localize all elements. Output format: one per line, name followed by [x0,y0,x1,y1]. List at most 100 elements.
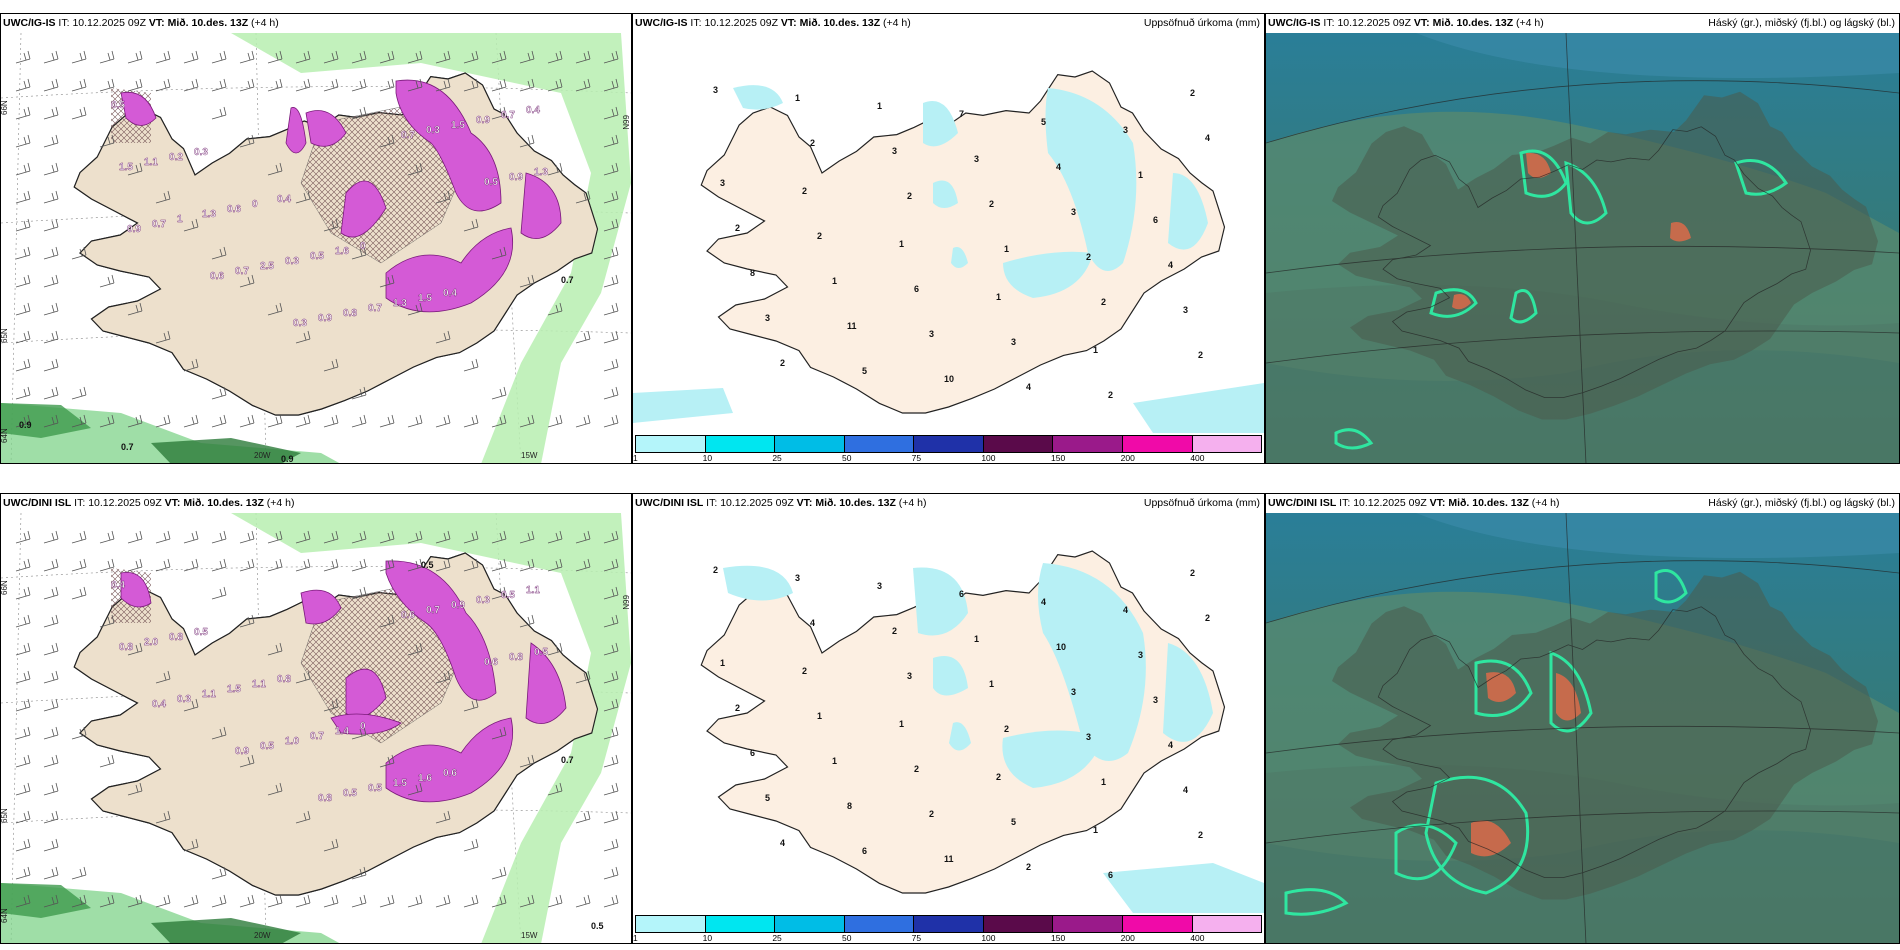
wind-barb [71,414,87,428]
model-name: UWC/IG-IS [3,17,56,29]
wind-barb [155,558,171,572]
valid-time: Mið. 10.des. 13Z [167,17,249,29]
colorbar-tick-label: 10 [702,453,713,463]
precip-value-label: 2 [1101,297,1106,307]
wind-barb [603,78,619,92]
wind-barb [323,414,339,428]
colorbar-tick-label: 100 [981,453,996,463]
snow-area [300,589,342,625]
wind-barb [15,218,31,232]
lead-time: (+4 h) [1516,17,1544,29]
precip-value-label: 1 [877,101,882,111]
wind-barb [519,614,535,628]
wind-barb [127,162,143,176]
snow-value-label: 1.6 [418,773,432,784]
colorbar-segment [705,916,776,932]
wind-barb [491,530,507,544]
precip-value-label: 4 [1041,597,1046,607]
wind-barb [351,866,367,880]
wind-barb [183,414,199,428]
wind-barb [295,894,311,908]
wind-barb [211,50,227,64]
snow-value-label: 0 [360,241,366,252]
colorbar-segment [1053,436,1123,452]
wind-barb [407,642,423,656]
valid-time: Mið. 10.des. 13Z [815,497,896,509]
wind-barb [519,50,535,64]
colorbar-tick-label: 150 [1051,933,1066,943]
wind-barb [211,866,227,880]
wind-barb [43,134,59,148]
colorbar-segment [636,916,706,932]
wind-barb [351,586,367,600]
wind-barb [239,754,255,768]
iceland-outline [1377,606,1811,878]
precip-value-label: 11 [944,854,954,864]
wind-barb [603,726,619,740]
wind-barb [127,50,143,64]
wind-barb [351,894,367,908]
snow-area [525,642,567,725]
precip-area [1163,643,1213,742]
snow-value-label: 0.5 [368,783,382,794]
wind-barb [435,810,451,824]
cloud-map[interactable] [1266,33,1899,464]
wind-barb [323,358,339,372]
high-cloud [1416,33,1899,78]
panel-precip-ig-is: UWC/IG-IS IT: 10.12.2025 09Z VT: Mið. 10… [632,13,1265,464]
cloud-map[interactable] [1266,513,1899,944]
wind-barb [575,558,591,572]
precip-value-label: 1 [974,634,979,644]
wind-barb [323,218,339,232]
snow-area [120,91,157,126]
wind-barb [407,50,423,64]
precip-labels: 2432123213443134566103681143212241125622… [713,565,1210,880]
precip-area [1002,730,1103,788]
snow-value-label: 1.5 [393,778,407,789]
precip-value-label: 1 [989,679,994,689]
graticule-line [1266,330,1899,364]
wind-barb [519,530,535,544]
precip-value-label: 2 [780,358,785,368]
precip-value-label: 3 [1138,650,1143,660]
precip-value-label: 2 [735,223,740,233]
valid-time: Mið. 10.des. 13Z [1448,497,1529,509]
wind-barb [43,530,59,544]
precip-value-label: 4 [1056,162,1061,172]
snow-value-label: 0.9 [451,600,465,611]
precip-map[interactable]: 2432123213443134566103681143212241125622… [633,513,1264,944]
wind-barb [603,246,619,260]
wind-barb [547,894,563,908]
wind-barb [547,78,563,92]
wind-barb [15,134,31,148]
wind-barb [127,558,143,572]
wind-barb [603,810,619,824]
precip-value-label: 2 [1198,350,1203,360]
wind-barb [127,530,143,544]
cloud-contour [1564,160,1608,225]
precip-labels: 3221221322321334357468111051213433263242… [713,85,1210,400]
cloud-contour [1474,659,1533,717]
snow-area [385,717,513,803]
wind-barb [547,162,563,176]
wind-barb [71,726,87,740]
wind-barb [295,50,311,64]
colorbar-tick-label: 200 [1120,453,1135,463]
cloud-contour [1519,149,1568,198]
wind-barb [239,894,255,908]
lead-time: (+4 h) [883,17,911,29]
wind-barb [71,106,87,120]
wind-barb [575,810,591,824]
precip-value-label: 8 [847,801,852,811]
snow-value-label: 0.6 [484,657,498,668]
sea-value-label: 0.5 [421,560,434,570]
precip-map[interactable]: 3221221322321334357468111051213433263242… [633,33,1264,464]
wind-barb [463,78,479,92]
snow-value-label: 0.3 [476,595,490,606]
snow-areas [120,560,567,803]
high-cloud [1416,513,1899,558]
precip-value-label: 4 [1168,740,1173,750]
snow-map[interactable]: 0.4 0.5 0.8 0 0.6 1.1 0.8 1.1 1.4 1.6 0.5 2.0 1.5 0.7… [1,513,631,944]
snow-map[interactable]: 0.5 0.3 0.4 0 0.4 0.4 0.2 0 1.6 1.5 0.7 1.1 0.6 0.5 1.… [1,33,631,464]
wind-barb [323,78,339,92]
